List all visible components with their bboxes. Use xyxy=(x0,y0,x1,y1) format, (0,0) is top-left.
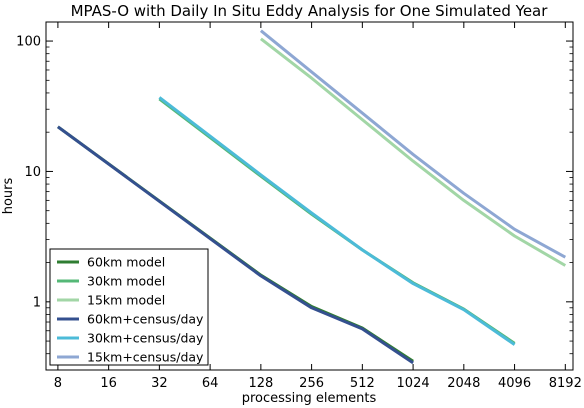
series-line-5 xyxy=(259,29,567,259)
series-lines xyxy=(57,29,567,365)
x-tick-label: 2048 xyxy=(447,376,480,391)
y-axis-label: hours xyxy=(1,178,16,215)
y-tick-label: 1 xyxy=(33,295,41,310)
x-tick-label: 8192 xyxy=(549,376,582,391)
x-tick-label: 128 xyxy=(248,376,273,391)
x-axis-label: processing elements xyxy=(242,391,377,406)
legend-label: 60km+census/day xyxy=(87,312,204,327)
series-line-2 xyxy=(259,37,567,267)
legend-label: 15km+census/day xyxy=(87,350,204,365)
y-tick-label: 10 xyxy=(24,165,41,180)
x-tick-label: 16 xyxy=(100,376,117,391)
chart-title: MPAS-O with Daily In Situ Eddy Analysis … xyxy=(71,2,549,20)
x-tick-label: 8 xyxy=(54,376,62,391)
x-tick-label: 256 xyxy=(299,376,324,391)
series-line-3 xyxy=(57,125,414,365)
series-line-4 xyxy=(158,96,516,346)
x-tick-label: 512 xyxy=(350,376,375,391)
x-tick-label: 32 xyxy=(151,376,168,391)
x-tick-label: 64 xyxy=(202,376,219,391)
x-tick-label: 4096 xyxy=(498,376,531,391)
x-axis: 8 16 32 64 128 256 512 1024 2048 4096 8192 xyxy=(54,22,582,391)
legend-label: 15km model xyxy=(87,293,165,308)
legend: 60km model 30km model 15km model 60km+censu… xyxy=(49,248,209,366)
y-axis: 1 10 100 xyxy=(16,35,573,371)
legend-label: 60km model xyxy=(87,255,165,270)
legend-label: 30km+census/day xyxy=(87,331,204,346)
legend-label: 30km model xyxy=(87,274,165,289)
legend-box xyxy=(49,248,209,366)
y-tick-label: 100 xyxy=(16,35,41,50)
x-tick-label: 1024 xyxy=(397,376,430,391)
